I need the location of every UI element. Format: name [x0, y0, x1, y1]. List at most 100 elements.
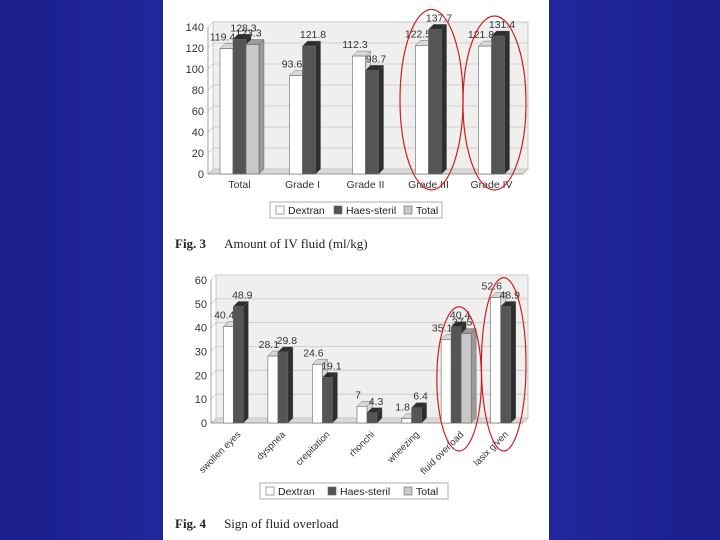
gridline-depth — [210, 298, 217, 305]
gridline-depth — [207, 168, 214, 175]
data-label: 40.4 — [450, 310, 471, 322]
legend-box — [259, 482, 449, 500]
bar-side — [315, 40, 321, 175]
bar-dextran — [415, 45, 429, 175]
gridline-depth — [210, 274, 217, 281]
bar-haes-steril — [500, 306, 512, 424]
bar-haes-steril — [322, 377, 333, 424]
bar-side — [441, 23, 447, 175]
y-tick-label: 10 — [195, 394, 207, 406]
legend-swatch — [275, 205, 285, 215]
y-tick-label: 40 — [192, 127, 204, 139]
bar-side — [378, 64, 384, 175]
bar-total — [245, 44, 260, 175]
legend-swatch — [333, 205, 343, 215]
data-label: 6.4 — [413, 391, 428, 403]
y-tick-label: 100 — [186, 64, 204, 76]
x-tick-label: swollen eyes — [197, 429, 243, 475]
gridline-depth — [207, 126, 214, 133]
bar-haes-steril — [450, 326, 462, 424]
gridline-depth — [207, 105, 214, 112]
gridline-depth — [207, 42, 214, 49]
figure-3-label: Fig. 3 — [175, 236, 207, 251]
data-label: 1.8 — [395, 402, 410, 414]
bar-side — [470, 328, 477, 424]
y-tick-label: 120 — [186, 43, 204, 55]
data-label: 128.3 — [230, 22, 256, 34]
gridline-depth — [207, 147, 214, 154]
bar-dextran — [478, 45, 492, 175]
legend: Dextran Haes-steril Total — [259, 482, 449, 500]
x-tick-label: rhonchi — [347, 429, 377, 459]
bar-side — [258, 39, 265, 175]
data-label: 98.7 — [366, 53, 387, 65]
bar-dextran — [401, 418, 412, 424]
data-label: 4.3 — [369, 396, 384, 408]
data-label: 7 — [355, 389, 361, 401]
data-label: 40.4 — [214, 310, 235, 322]
figure-4-caption: Fig. 4 Sign of fluid overload — [175, 516, 339, 532]
data-label: 48.9 — [499, 289, 520, 301]
y-tick-label: 20 — [195, 370, 207, 382]
bar-side — [332, 371, 338, 424]
bar-side — [504, 30, 510, 175]
figure-3-caption: Fig. 3 Amount of IV fluid (ml/kg) — [175, 236, 368, 252]
bar-haes-steril — [302, 45, 316, 175]
bar-dextran — [312, 364, 323, 424]
bar-dextran — [440, 339, 452, 424]
bar-haes-steril — [365, 70, 379, 175]
data-label: 121.8 — [300, 29, 326, 41]
gridline-depth — [210, 417, 217, 424]
x-tick-label: Total — [228, 179, 250, 191]
bar-dextran — [222, 326, 234, 424]
gridline-depth — [210, 346, 217, 352]
highlight-circle — [480, 277, 527, 452]
gridline-depth — [210, 393, 217, 400]
bar-side — [510, 300, 516, 424]
bar-dextran — [356, 406, 368, 424]
gridline-depth — [207, 21, 214, 28]
legend-label: Total — [416, 486, 438, 498]
data-label: 28.1 — [259, 339, 280, 351]
y-tick-label: 40 — [195, 323, 207, 335]
figure-4-label: Fig. 4 — [175, 516, 207, 531]
bar-dextran — [490, 297, 502, 424]
legend-swatch — [327, 486, 337, 496]
data-label: 52.6 — [481, 281, 502, 293]
y-tick-label: 0 — [201, 418, 207, 430]
y-tick-label: 30 — [195, 347, 207, 359]
y-tick-label: 0 — [198, 169, 204, 181]
data-label: 123.3 — [235, 28, 261, 40]
gridline-depth — [207, 63, 214, 70]
bar-total — [460, 333, 472, 424]
chart-fluid-overload: 0 10 20 30 40 50 60 40.4 48.9 swollen eyes 28.129.… — [195, 274, 529, 500]
data-label: 37.5 — [452, 317, 473, 329]
document-page: 0 20 40 60 80 100 120 140 119.4 128.3 123.3 Total 93… — [163, 0, 549, 540]
data-label: 35.1 — [432, 322, 453, 334]
figure-3-title: Amount of IV fluid (ml/kg) — [224, 236, 368, 251]
gridline-depth — [210, 322, 217, 328]
legend-label: Dextran — [288, 205, 325, 217]
figure-4-title: Sign of fluid overload — [224, 516, 339, 531]
data-label: 119.4 — [210, 32, 236, 44]
bar-dextran — [289, 75, 303, 175]
x-tick-label: crepitation — [294, 429, 333, 468]
bar-haes-steril — [491, 35, 505, 175]
y-tick-label: 50 — [195, 299, 207, 311]
legend-label: Haes-steril — [346, 205, 396, 217]
legend-swatch — [265, 486, 275, 496]
bar-haes-steril — [366, 412, 378, 424]
bar-dextran — [267, 355, 279, 424]
data-label: 137.7 — [426, 12, 452, 24]
data-label: 121.8 — [468, 29, 494, 41]
bar-haes-steril — [411, 407, 422, 424]
legend-box — [269, 201, 443, 219]
y-tick-label: 140 — [186, 22, 204, 34]
bar-haes-steril — [232, 306, 244, 424]
bar-side — [243, 300, 249, 424]
highlight-circle — [462, 15, 527, 191]
data-label: 48.9 — [232, 289, 253, 301]
data-label: 24.6 — [303, 347, 324, 359]
